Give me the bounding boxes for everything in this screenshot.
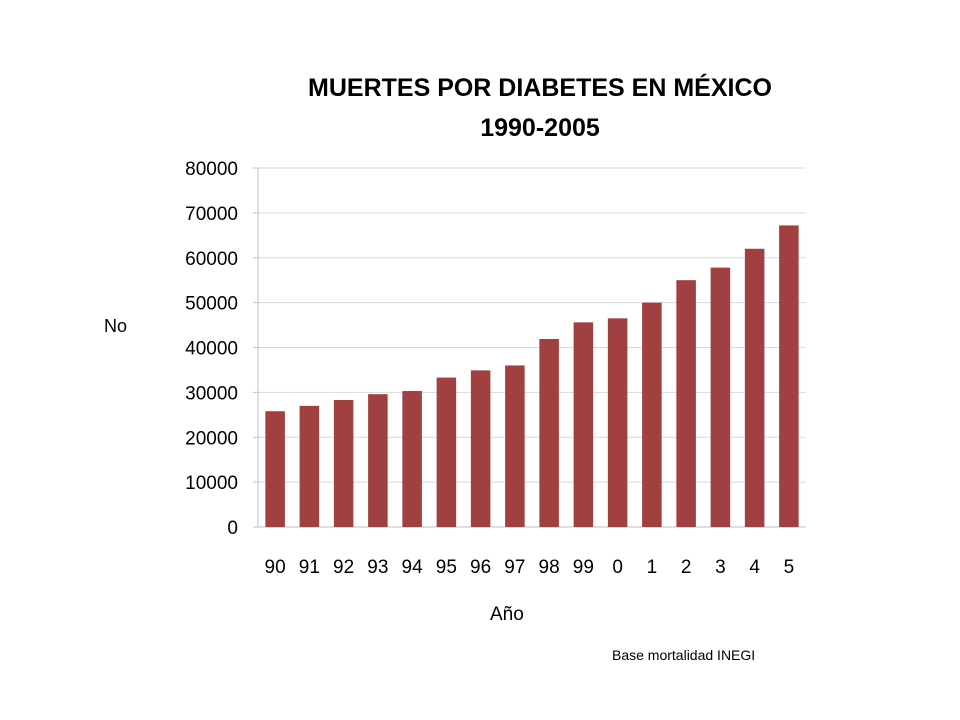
x-tick-label: 5 bbox=[784, 557, 795, 578]
chart-title-line-1: MUERTES POR DIABETES EN MÉXICO bbox=[308, 74, 772, 102]
bar bbox=[710, 267, 731, 527]
bar bbox=[676, 280, 696, 527]
y-tick-label: 30000 bbox=[185, 383, 238, 404]
bar bbox=[642, 302, 662, 527]
y-axis-label: No bbox=[104, 316, 128, 336]
bar bbox=[368, 394, 388, 527]
bar bbox=[333, 400, 354, 527]
x-tick-label: 97 bbox=[504, 557, 525, 578]
x-tick-label: 90 bbox=[265, 557, 286, 578]
x-tick-label: 92 bbox=[333, 557, 354, 578]
x-tick-label: 98 bbox=[539, 557, 560, 578]
bar bbox=[607, 318, 628, 527]
x-tick-label: 91 bbox=[299, 557, 320, 578]
y-tick-label: 20000 bbox=[185, 428, 238, 449]
bar bbox=[539, 338, 559, 527]
source-note: Base mortalidad INEGI bbox=[612, 647, 756, 663]
bar bbox=[573, 322, 594, 527]
y-tick-label: 40000 bbox=[185, 339, 238, 360]
y-tick-label: 50000 bbox=[185, 294, 238, 315]
y-tick-label: 0 bbox=[227, 518, 238, 539]
x-tick-label: 99 bbox=[573, 557, 594, 578]
bar bbox=[744, 248, 765, 527]
bar bbox=[402, 391, 422, 527]
y-tick-label: 60000 bbox=[185, 249, 238, 270]
bar bbox=[265, 411, 285, 527]
bar bbox=[299, 405, 320, 527]
y-tick-label: 10000 bbox=[185, 473, 238, 494]
x-tick-label: 95 bbox=[436, 557, 457, 578]
y-tick-label: 80000 bbox=[185, 159, 238, 180]
x-tick-label: 96 bbox=[470, 557, 491, 578]
x-tick-label: 93 bbox=[367, 557, 388, 578]
x-tick-label: 0 bbox=[612, 557, 623, 578]
x-tick-label: 4 bbox=[749, 557, 760, 578]
x-tick-label: 94 bbox=[402, 557, 424, 578]
bar bbox=[505, 365, 525, 527]
x-tick-label: 2 bbox=[681, 557, 692, 578]
bar bbox=[779, 225, 799, 527]
chart-title-line-2: 1990-2005 bbox=[480, 114, 600, 142]
bar bbox=[470, 370, 491, 527]
x-axis-label: Año bbox=[490, 604, 524, 625]
x-tick-label: 3 bbox=[715, 557, 726, 578]
x-tick-label: 1 bbox=[647, 557, 658, 578]
y-tick-label: 70000 bbox=[185, 204, 238, 225]
bar bbox=[436, 377, 457, 527]
